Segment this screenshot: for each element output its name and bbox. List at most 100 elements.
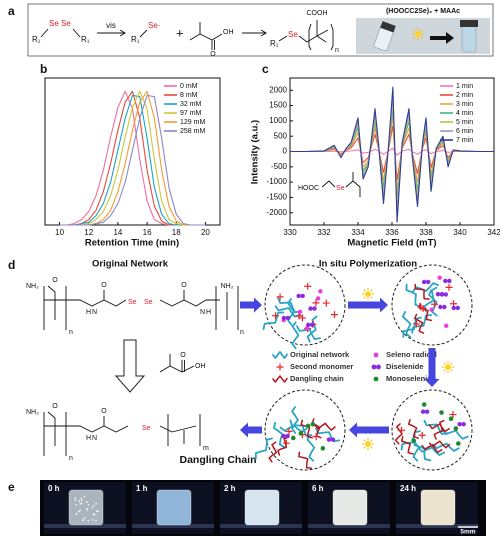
x-tick-label: 18 (172, 228, 181, 237)
atom: R₁ (81, 35, 90, 44)
chain (432, 442, 460, 452)
process-arrow (424, 348, 440, 387)
sun-ray (420, 36, 423, 39)
bubble (78, 500, 81, 502)
chain (277, 436, 290, 456)
hydrogel (68, 489, 104, 526)
legend-label: Dangling chain (290, 374, 344, 383)
chain (407, 419, 419, 439)
chain (428, 289, 438, 317)
legend-label: Seleno radical (386, 350, 437, 359)
x-tick-label: 342 (487, 228, 500, 237)
atom: O (180, 352, 186, 359)
repeat-index: n (69, 455, 73, 462)
chain (411, 314, 432, 334)
bubble (75, 504, 78, 506)
repeat-index: n (240, 329, 244, 336)
hollow-arrow (114, 339, 146, 393)
section-title: In situ Polymerization (319, 259, 417, 270)
time-label: 0 h (48, 484, 60, 493)
bubble (79, 509, 81, 512)
vial (373, 21, 396, 52)
legend-label: 258 mM (180, 128, 205, 135)
diselenide (296, 293, 301, 299)
chain (405, 283, 422, 308)
scale-label: 5mm (460, 529, 475, 536)
bubble (85, 507, 88, 510)
chain (274, 305, 301, 318)
time-label: 24 h (400, 484, 416, 493)
monoselenide (439, 410, 444, 415)
diselenide (435, 292, 441, 297)
diselenide (285, 315, 291, 321)
table-edge (396, 524, 478, 528)
bubble (86, 509, 89, 511)
diselenide (442, 304, 447, 310)
atom: H (86, 435, 91, 442)
bubble (95, 519, 97, 522)
chain (300, 419, 313, 439)
monoselenide (290, 435, 296, 441)
atom: N (92, 435, 97, 442)
diselenide (300, 293, 305, 299)
atom: O (210, 51, 216, 58)
legend-label: Second monomer (290, 362, 353, 371)
diselenide (310, 322, 315, 328)
table-edge (220, 524, 302, 528)
atom: H (206, 309, 211, 316)
diselenide (455, 305, 460, 311)
seleno-radical (304, 326, 310, 331)
chain (291, 406, 299, 434)
y-tick-label: 1500 (269, 101, 287, 110)
x-tick-label: 10 (55, 228, 64, 237)
monomer-star (322, 299, 330, 307)
bubble (80, 502, 83, 505)
sun-ray (370, 439, 373, 442)
legend-label: 6 min (456, 128, 473, 135)
sun-core (365, 441, 371, 447)
diselenide (330, 437, 336, 442)
legend-label: 2 min (456, 92, 473, 99)
section-title: Original Network (92, 259, 169, 270)
chain (417, 446, 446, 456)
legend-label: 129 mM (180, 119, 205, 126)
table-edge (308, 524, 390, 528)
monoselenide (373, 376, 379, 382)
chain (428, 440, 451, 449)
chain (421, 444, 443, 454)
atom: Se (128, 299, 137, 306)
y-tick-label: -500 (271, 162, 288, 171)
hydrogel (244, 489, 280, 526)
bubble (93, 514, 96, 516)
monoselenide (448, 416, 454, 421)
legend-label: 4 min (456, 110, 473, 117)
monoselenide (298, 431, 304, 436)
atom: Se (61, 19, 71, 28)
photo: 1 h (132, 482, 214, 534)
bubble (95, 502, 97, 505)
diselenide (424, 409, 430, 414)
chain (273, 422, 286, 449)
legend-label: 0 mM (180, 83, 198, 90)
atom: Se· (148, 21, 160, 30)
network-circle (254, 389, 346, 471)
network-circle (391, 264, 473, 346)
chain (296, 325, 321, 340)
seleno-radical (437, 275, 442, 280)
arrow (430, 32, 454, 44)
y-tick-label: -1500 (267, 193, 288, 202)
panel-label: d (8, 258, 15, 272)
x-tick-label: 330 (283, 228, 297, 237)
monomer-star (276, 363, 284, 371)
monomer-star (282, 439, 290, 447)
sun-core (445, 364, 451, 370)
bubble (86, 501, 88, 503)
sun-ray (450, 369, 453, 372)
bond (40, 28, 81, 38)
bond (321, 172, 361, 197)
atom: NH₂ (26, 283, 39, 290)
diselenide (421, 279, 427, 285)
bond (189, 22, 223, 50)
panel-label: c (262, 62, 269, 76)
